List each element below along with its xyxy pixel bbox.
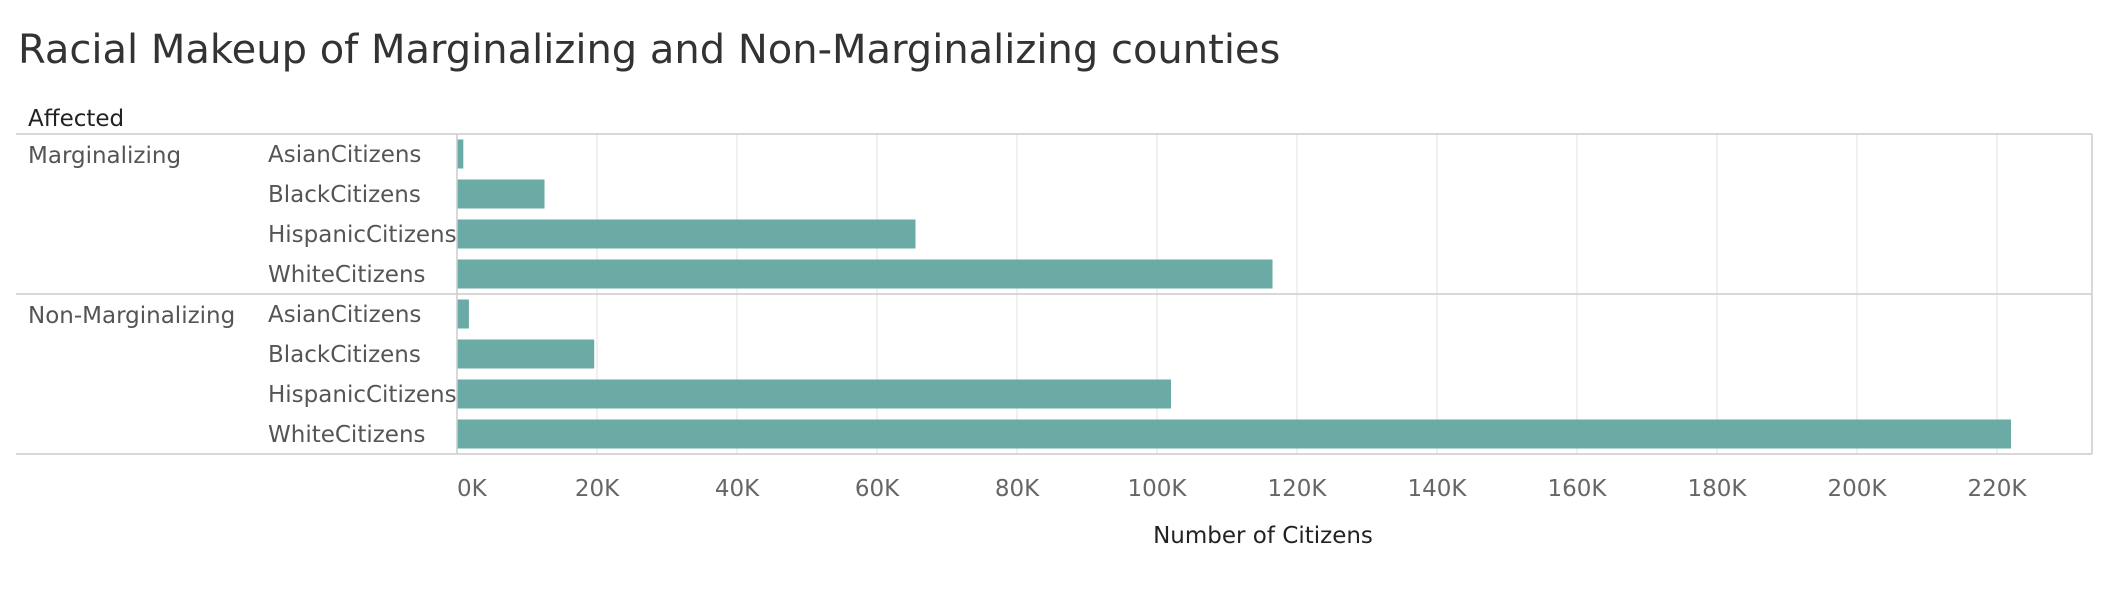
category-label-marginalizing-hispaniccitizens: HispanicCitizens	[268, 222, 457, 248]
row-header-affected: Affected	[28, 106, 124, 132]
chart-frame	[16, 133, 2093, 455]
x-tick-label-160K: 160K	[1548, 476, 1608, 502]
bar-non-marginalizing-blackcitizens	[457, 339, 595, 369]
x-tick-label-220K: 220K	[1968, 476, 2028, 502]
x-tick-label-0K: 0K	[457, 476, 488, 502]
x-axis-ticks: 0K 20K 40K 60K 80K 100K 120K 140K 160K 180K 200K 22…	[457, 476, 2027, 502]
category-label-non-marginalizing-blackcitizens: BlackCitizens	[268, 342, 421, 368]
row-labels: Marginalizing AsianCitizens BlackCitizens H…	[28, 142, 457, 448]
bar-marginalizing-hispaniccitizens	[457, 219, 916, 249]
x-tick-label-80K: 80K	[995, 476, 1040, 502]
bars	[457, 139, 2011, 449]
x-tick-label-40K: 40K	[715, 476, 760, 502]
x-tick-label-100K: 100K	[1128, 476, 1188, 502]
chart-title: Racial Makeup of Marginalizing and Non-M…	[18, 27, 1280, 73]
category-label-non-marginalizing-asiancitizens: AsianCitizens	[268, 302, 421, 328]
group-label-marginalizing: Marginalizing	[28, 143, 181, 169]
x-tick-label-140K: 140K	[1408, 476, 1468, 502]
category-label-non-marginalizing-whitecitizens: WhiteCitizens	[268, 422, 426, 448]
bar-marginalizing-asiancitizens	[457, 139, 464, 169]
x-tick-label-200K: 200K	[1828, 476, 1888, 502]
category-label-non-marginalizing-hispaniccitizens: HispanicCitizens	[268, 382, 457, 408]
category-label-marginalizing-asiancitizens: AsianCitizens	[268, 142, 421, 168]
bar-non-marginalizing-whitecitizens	[457, 419, 2011, 449]
group-label-non-marginalizing: Non-Marginalizing	[28, 303, 235, 329]
x-axis-title: Number of Citizens	[1153, 523, 1373, 549]
bar-non-marginalizing-asiancitizens	[457, 299, 469, 329]
x-tick-label-20K: 20K	[575, 476, 620, 502]
x-tick-label-180K: 180K	[1688, 476, 1748, 502]
bar-marginalizing-blackcitizens	[457, 179, 545, 209]
category-label-marginalizing-whitecitizens: WhiteCitizens	[268, 262, 426, 288]
x-tick-label-60K: 60K	[855, 476, 900, 502]
category-label-marginalizing-blackcitizens: BlackCitizens	[268, 182, 421, 208]
bar-marginalizing-whitecitizens	[457, 259, 1273, 289]
bar-non-marginalizing-hispaniccitizens	[457, 379, 1171, 409]
x-tick-label-120K: 120K	[1268, 476, 1328, 502]
